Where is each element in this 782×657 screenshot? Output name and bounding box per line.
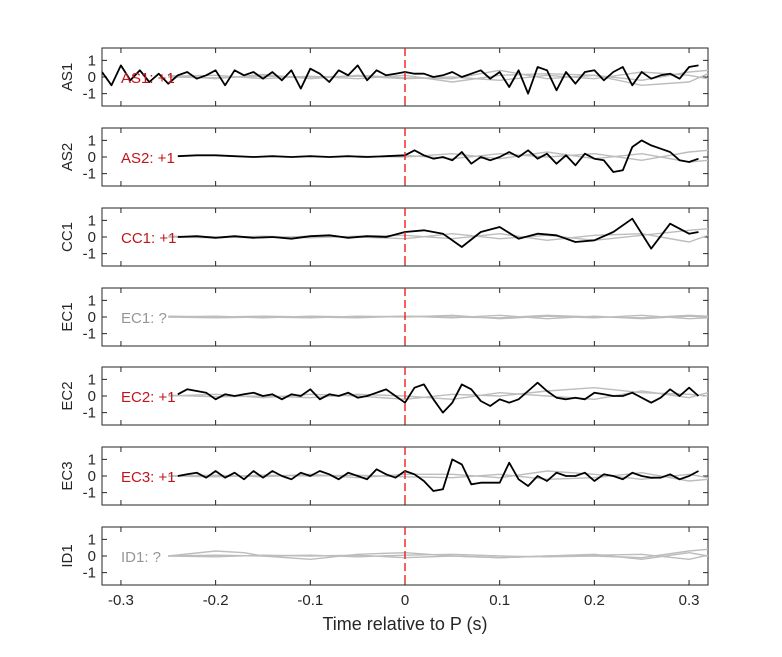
polarity-label: AS2: +1 — [121, 150, 175, 167]
y-tick-label: 0 — [88, 309, 96, 326]
panel-as1: -101 AS1 AS1: +1 — [59, 47, 709, 107]
y-tick-label: -1 — [83, 86, 96, 103]
waveform-trace — [177, 381, 700, 414]
y-tick-label: -1 — [83, 166, 96, 183]
polarity-label: AS1: +1 — [121, 70, 175, 87]
y-axis-label: CC1 — [59, 222, 76, 252]
y-tick-label: 1 — [88, 52, 96, 69]
y-axis-label: EC3 — [59, 461, 76, 490]
panel-as2: -101 AS2 AS2: +1 — [59, 127, 709, 187]
panel-ec1: -101 EC1 EC1: ? — [59, 287, 709, 347]
waveform-trace — [177, 139, 699, 173]
polarity-label: EC2: +1 — [121, 389, 176, 406]
panel-id1: -101 ID1 ID1: ? — [59, 526, 709, 586]
y-axis-label: ID1 — [59, 544, 76, 567]
y-axis-label: AS1 — [59, 63, 76, 91]
y-tick-label: 0 — [88, 69, 96, 86]
panel-ec3: -101 EC3 EC3: +1 — [59, 446, 709, 506]
y-axis-label: EC2 — [59, 381, 76, 410]
y-tick-label: 0 — [88, 149, 96, 166]
background-trace — [168, 314, 708, 319]
background-trace — [168, 472, 708, 482]
y-tick-label: 1 — [88, 451, 96, 468]
y-tick-label: -1 — [83, 326, 96, 343]
x-axis-label: Time relative to P (s) — [322, 614, 487, 634]
y-tick-label: -1 — [83, 565, 96, 582]
background-trace — [168, 553, 708, 560]
y-axis-label: AS2 — [59, 143, 76, 171]
y-tick-label: 1 — [88, 132, 96, 149]
y-tick-label: -1 — [83, 246, 96, 263]
x-tick-label: 0.2 — [584, 592, 605, 609]
y-axis-label: EC1 — [59, 302, 76, 331]
background-trace — [168, 69, 708, 87]
polarity-label: CC1: +1 — [121, 230, 176, 247]
y-tick-label: 0 — [88, 548, 96, 565]
y-tick-label: 0 — [88, 388, 96, 405]
background-trace — [168, 314, 708, 320]
polarity-label: EC1: ? — [121, 310, 167, 327]
waveform-trace — [102, 64, 699, 95]
background-trace — [168, 387, 708, 400]
y-tick-label: 0 — [88, 468, 96, 485]
y-tick-label: 1 — [88, 212, 96, 229]
x-tick-label: -0.1 — [297, 592, 323, 609]
x-tick-label: -0.2 — [203, 592, 229, 609]
y-tick-label: 1 — [88, 371, 96, 388]
waveform-trace — [177, 217, 699, 250]
background-trace — [168, 314, 708, 320]
x-tick-label: 0 — [401, 592, 409, 609]
y-tick-label: -1 — [83, 405, 96, 422]
waveform-trace — [177, 458, 699, 492]
x-tick-label: 0.3 — [679, 592, 700, 609]
background-trace — [357, 151, 708, 163]
polarity-label: ID1: ? — [121, 549, 161, 566]
background-trace — [168, 548, 708, 559]
panel-cc1: -101 CC1 CC1: +1 — [59, 207, 709, 267]
y-tick-label: -1 — [83, 485, 96, 502]
polarity-label: EC3: +1 — [121, 469, 176, 486]
y-tick-label: 1 — [88, 292, 96, 309]
y-tick-label: 0 — [88, 229, 96, 246]
y-tick-label: 1 — [88, 531, 96, 548]
panel-ec2: -101 EC2 EC2: +1 — [59, 366, 709, 426]
x-tick-label: 0.1 — [489, 592, 510, 609]
x-tick-label: -0.3 — [108, 592, 134, 609]
